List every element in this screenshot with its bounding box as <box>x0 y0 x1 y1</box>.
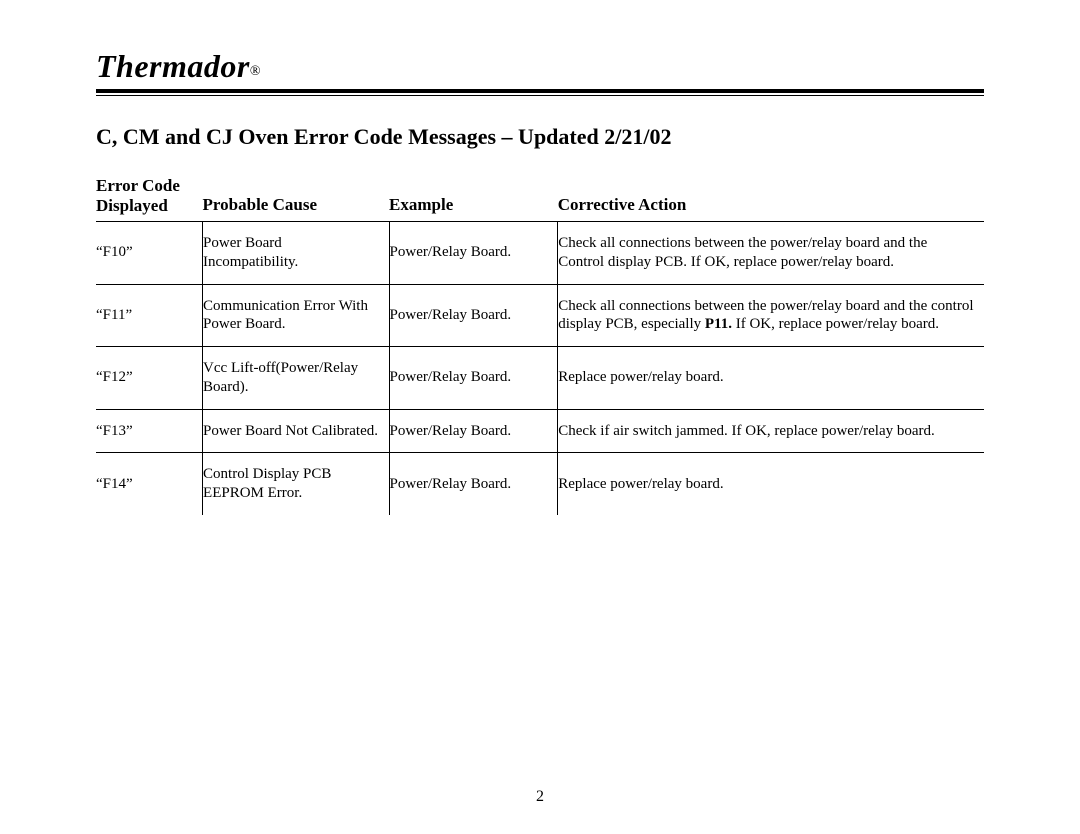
table-row: “F11” Communication Error With Power Boa… <box>96 284 984 347</box>
cell-cause: Control Display PCB EEPROM Error. <box>203 453 389 515</box>
action-bold: P11. <box>705 316 732 332</box>
cell-example: Power/Relay Board. <box>389 222 558 285</box>
rule-thick <box>96 89 984 93</box>
col-header-action: Corrective Action <box>558 176 984 222</box>
page-number: 2 <box>0 788 1080 806</box>
cell-action: Check all connections between the power/… <box>558 222 984 285</box>
cell-example: Power/Relay Board. <box>389 347 558 410</box>
cell-example: Power/Relay Board. <box>389 284 558 347</box>
cell-code: “F12” <box>96 347 203 410</box>
cell-example: Power/Relay Board. <box>389 453 558 515</box>
table-row: “F12” Vcc Lift-off(Power/Relay Board). P… <box>96 347 984 410</box>
cell-action: Replace power/relay board. <box>558 347 984 410</box>
document-page: Thermador® C, CM and CJ Oven Error Code … <box>0 0 1080 515</box>
cell-code: “F13” <box>96 409 203 453</box>
table-row: “F14” Control Display PCB EEPROM Error. … <box>96 453 984 515</box>
cell-example: Power/Relay Board. <box>389 409 558 453</box>
cell-action: Replace power/relay board. <box>558 453 984 515</box>
table-row: “F10” Power Board Incompatibility. Power… <box>96 222 984 285</box>
col-header-example: Example <box>389 176 558 222</box>
col-header-error-code: Error Code Displayed <box>96 176 203 222</box>
cell-action: Check if air switch jammed. If OK, repla… <box>558 409 984 453</box>
cell-cause: Communication Error With Power Board. <box>203 284 389 347</box>
registered-mark: ® <box>250 64 261 79</box>
cell-code: “F11” <box>96 284 203 347</box>
page-title: C, CM and CJ Oven Error Code Messages – … <box>96 124 984 150</box>
cell-cause: Power Board Incompatibility. <box>203 222 389 285</box>
cell-cause: Vcc Lift-off(Power/Relay Board). <box>203 347 389 410</box>
brand-name: Thermador® <box>96 48 984 87</box>
cell-code: “F14” <box>96 453 203 515</box>
cell-code: “F10” <box>96 222 203 285</box>
col-header-cause: Probable Cause <box>203 176 389 222</box>
col-header-line2: Displayed <box>96 196 168 215</box>
table-row: “F13” Power Board Not Calibrated. Power/… <box>96 409 984 453</box>
col-header-line1: Error Code <box>96 176 180 195</box>
brand-text: Thermador <box>96 48 250 84</box>
table-header-row: Error Code Displayed Probable Cause Exam… <box>96 176 984 222</box>
rule-thin <box>96 95 984 96</box>
error-code-table: Error Code Displayed Probable Cause Exam… <box>96 176 984 515</box>
cell-cause: Power Board Not Calibrated. <box>203 409 389 453</box>
cell-action: Check all connections between the power/… <box>558 284 984 347</box>
action-post: If OK, replace power/relay board. <box>732 316 939 332</box>
